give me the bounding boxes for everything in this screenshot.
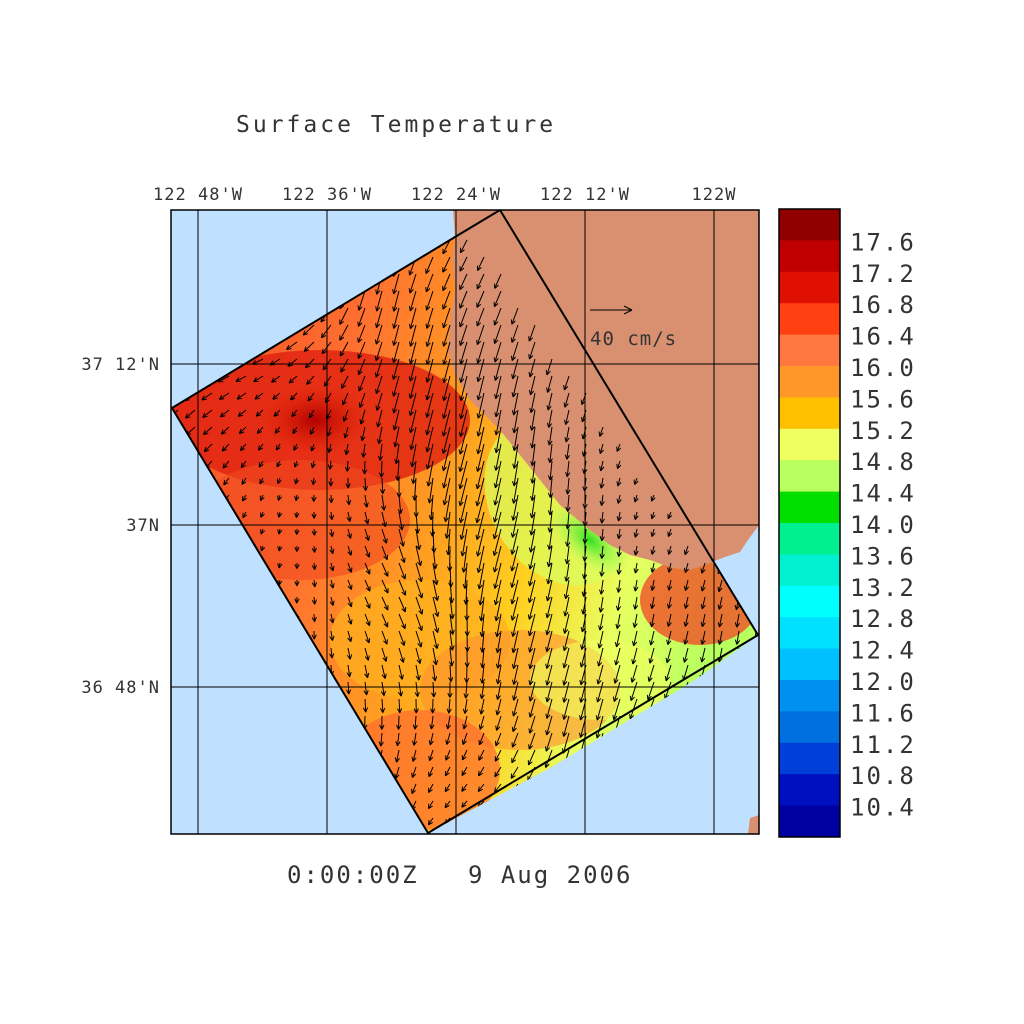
- colorbar-swatch: [779, 585, 840, 618]
- colorbar-swatch: [779, 303, 840, 336]
- lon-tick-label: 122 24'W: [411, 185, 501, 205]
- map-panel: 40 cm/s: [171, 210, 759, 834]
- colorbar-level-label: 10.8: [850, 762, 916, 790]
- colorbar-level-label: 10.4: [850, 794, 916, 822]
- land-fragment: [748, 815, 759, 834]
- colorbar-swatch: [779, 680, 840, 712]
- colorbar-level-label: 12.0: [850, 668, 916, 696]
- model-domain-boundary: [171, 210, 759, 834]
- colorbar-frame: [778, 208, 841, 838]
- timestamp: 0:00:00Z 9 Aug 2006: [287, 861, 632, 889]
- colorbar-swatch: [779, 397, 840, 430]
- colorbar-level-label: 16.4: [850, 323, 916, 351]
- colorbar: [778, 208, 841, 838]
- colorbar-level-label: 13.2: [850, 574, 916, 602]
- colorbar-swatch: [779, 240, 840, 273]
- colorbar-level-label: 15.2: [850, 417, 916, 445]
- colorbar-swatch: [779, 742, 840, 775]
- lat-tick-label: 37N: [126, 516, 160, 536]
- colorbar-level-label: 14.8: [850, 448, 916, 476]
- colorbar-level-label: 13.6: [850, 542, 916, 570]
- land-mass: [448, 210, 759, 570]
- colorbar-swatch: [779, 617, 840, 650]
- colorbar-level-label: 15.6: [850, 385, 916, 413]
- colorbar-swatch: [779, 428, 840, 461]
- colorbar-swatch: [779, 460, 840, 493]
- colorbar-level-label: 16.8: [850, 291, 916, 319]
- lon-tick-label: 122 48'W: [153, 185, 243, 205]
- colorbar-level-label: 11.2: [850, 731, 916, 759]
- lat-tick-label: 36 48'N: [81, 678, 160, 698]
- graticule: [171, 210, 759, 834]
- colorbar-swatch: [779, 554, 840, 587]
- chart-title: Surface Temperature: [236, 112, 556, 138]
- colorbar-level-label: 12.8: [850, 605, 916, 633]
- colorbar-swatch: [779, 366, 840, 398]
- lon-tick-label: 122 12'W: [540, 185, 630, 205]
- colorbar-swatch: [779, 523, 840, 555]
- scale-arrow-label: 40 cm/s: [590, 328, 677, 350]
- colorbar-level-label: 14.4: [850, 480, 916, 508]
- colorbar-level-label: 11.6: [850, 699, 916, 727]
- colorbar-level-label: 14.0: [850, 511, 916, 539]
- colorbar-swatch: [779, 648, 840, 681]
- colorbar-level-label: 16.0: [850, 354, 916, 382]
- colorbar-swatch: [779, 271, 840, 304]
- colorbar-swatch: [779, 209, 840, 241]
- lat-tick-label: 37 12'N: [81, 355, 160, 375]
- scale-arrow: [590, 305, 633, 315]
- lon-tick-label: 122W: [692, 185, 737, 205]
- colorbar-swatch: [779, 491, 840, 524]
- colorbar-level-label: 12.4: [850, 637, 916, 665]
- colorbar-labels: 17.6 17.2 16.8 16.4 16.0 15.6 15.2 14.8 14.4 14.0…: [850, 228, 916, 822]
- colorbar-level-label: 17.6: [850, 228, 916, 256]
- colorbar-swatch: [779, 805, 840, 838]
- colorbar-swatch: [779, 334, 840, 367]
- map-frame: [170, 209, 760, 835]
- colorbar-swatch: [779, 774, 840, 807]
- colorbar-swatch: [779, 711, 840, 744]
- colorbar-level-label: 17.2: [850, 260, 916, 288]
- lon-tick-labels: 122 48'W 122 36'W 122 24'W 122 12'W 122W: [153, 185, 737, 205]
- lon-tick-label: 122 36'W: [282, 185, 372, 205]
- lat-tick-labels: 37 12'N 37N 36 48'N: [81, 355, 160, 698]
